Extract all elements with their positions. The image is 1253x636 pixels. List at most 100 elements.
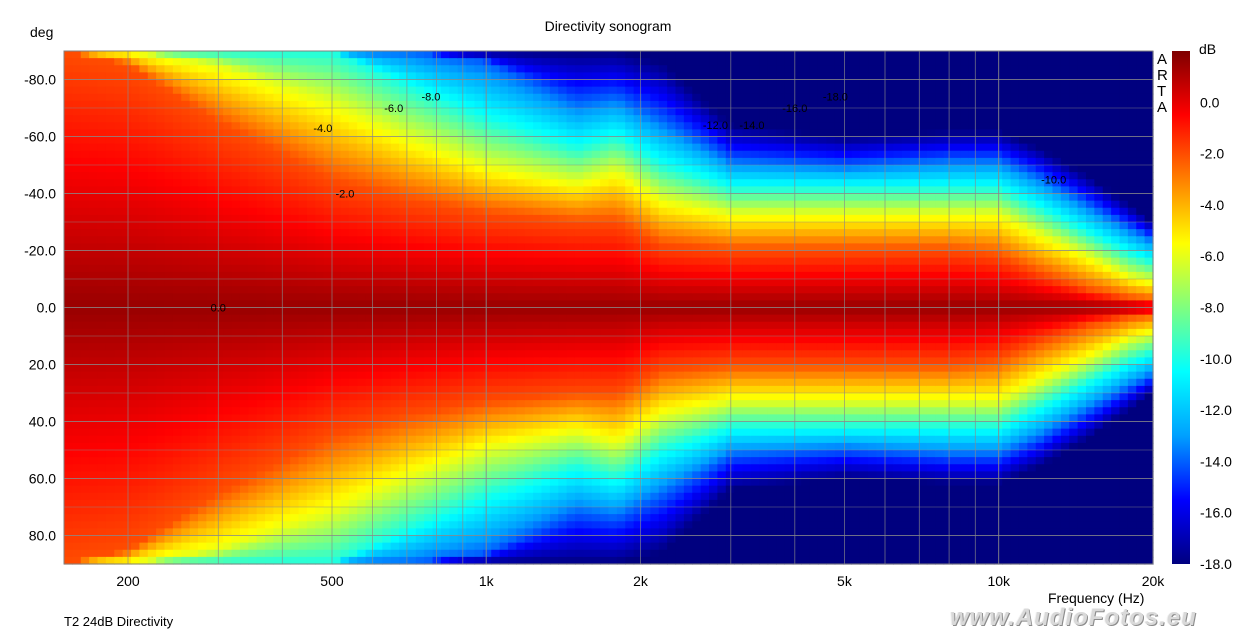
heatmap-cell — [340, 214, 350, 223]
heatmap-cell — [223, 279, 233, 287]
heatmap-cell — [156, 286, 166, 294]
heatmap-cell — [273, 172, 283, 180]
heatmap-cell — [223, 521, 233, 529]
heatmap-cell — [625, 186, 635, 195]
heatmap-cell — [533, 364, 543, 373]
heatmap-cell — [558, 293, 568, 301]
heatmap-cell — [332, 485, 342, 494]
heatmap-cell — [415, 222, 425, 230]
heatmap-cell — [231, 385, 241, 394]
heatmap-cell — [608, 165, 618, 173]
heatmap-cell — [390, 243, 400, 252]
heatmap-cell — [566, 279, 576, 287]
heatmap-cell — [533, 293, 543, 301]
heatmap-cell — [399, 421, 409, 430]
heatmap-cell — [583, 343, 593, 351]
heatmap-cell — [265, 535, 275, 544]
heatmap-cell — [424, 535, 434, 544]
heatmap-cell — [340, 257, 350, 266]
heatmap-cell — [248, 79, 258, 88]
heatmap-area — [64, 51, 1154, 565]
heatmap-cell — [491, 421, 501, 430]
heatmap-cell — [491, 65, 501, 73]
heatmap-cell — [491, 293, 501, 301]
heatmap-cell — [72, 407, 82, 415]
heatmap-cell — [340, 499, 350, 508]
heatmap-cell — [181, 179, 191, 187]
heatmap-cell — [432, 143, 442, 152]
heatmap-cell — [198, 428, 208, 437]
heatmap-cell — [306, 478, 316, 487]
heatmap-cell — [566, 378, 576, 387]
heatmap-cell — [499, 514, 509, 522]
heatmap-cell — [558, 307, 568, 316]
heatmap-cell — [231, 535, 241, 544]
heatmap-cell — [156, 122, 166, 130]
heatmap-cell — [407, 179, 417, 187]
heatmap-cell — [72, 108, 82, 116]
heatmap-cell — [415, 229, 425, 237]
heatmap-cell — [457, 193, 467, 202]
heatmap-cell — [72, 271, 82, 280]
heatmap-cell — [206, 407, 216, 415]
heatmap-cell — [97, 108, 107, 116]
heatmap-cell — [407, 350, 417, 358]
heatmap-cell — [156, 150, 166, 159]
heatmap-cell — [114, 286, 124, 294]
heatmap-cell — [625, 321, 635, 330]
heatmap-cell — [633, 115, 643, 123]
heatmap-cell — [533, 79, 543, 88]
heatmap-cell — [89, 236, 99, 244]
heatmap-cell — [390, 193, 400, 202]
heatmap-cell — [97, 435, 107, 444]
heatmap-cell — [323, 364, 333, 373]
heatmap-cell — [72, 464, 82, 472]
heatmap-cell — [248, 385, 258, 394]
heatmap-cell — [131, 165, 140, 173]
heatmap-cell — [89, 58, 99, 66]
heatmap-cell — [600, 485, 610, 494]
heatmap-cell — [332, 378, 342, 387]
heatmap-cell — [432, 464, 442, 472]
heatmap-cell — [248, 108, 258, 116]
heatmap-cell — [583, 457, 593, 465]
heatmap-cell — [440, 507, 450, 515]
heatmap-cell — [533, 556, 543, 565]
heatmap-cell — [248, 535, 258, 544]
heatmap-cell — [256, 79, 266, 88]
heatmap-cell — [239, 93, 249, 102]
heatmap-cell — [608, 79, 618, 88]
heatmap-cell — [223, 264, 233, 273]
heatmap-cell — [156, 200, 166, 209]
heatmap-cell — [139, 357, 149, 366]
heatmap-cell — [273, 193, 283, 202]
heatmap-cell — [206, 136, 216, 145]
heatmap-cell — [549, 421, 559, 430]
heatmap-cell — [591, 279, 601, 287]
heatmap-cell — [147, 378, 157, 387]
heatmap-cell — [290, 407, 300, 415]
heatmap-cell — [365, 499, 375, 508]
heatmap-cell — [290, 478, 300, 487]
heatmap-cell — [122, 193, 132, 202]
heatmap-cell — [474, 385, 484, 394]
heatmap-cell — [541, 435, 551, 444]
heatmap-cell — [97, 478, 107, 487]
heatmap-cell — [524, 442, 534, 451]
heatmap-cell — [616, 556, 626, 565]
heatmap-cell — [574, 364, 584, 373]
heatmap-cell — [164, 407, 174, 415]
heatmap-cell — [583, 514, 593, 522]
heatmap-cell — [407, 279, 417, 287]
heatmap-cell — [72, 172, 82, 180]
heatmap-cell — [399, 58, 409, 66]
heatmap-cell — [457, 507, 467, 515]
heatmap-cell — [382, 143, 392, 152]
heatmap-cell — [281, 165, 291, 173]
heatmap-cell — [600, 350, 610, 358]
heatmap-cell — [457, 535, 467, 544]
heatmap-cell — [172, 300, 182, 309]
heatmap-cell — [306, 129, 316, 138]
heatmap-cell — [189, 264, 199, 273]
heatmap-cell — [524, 364, 534, 373]
